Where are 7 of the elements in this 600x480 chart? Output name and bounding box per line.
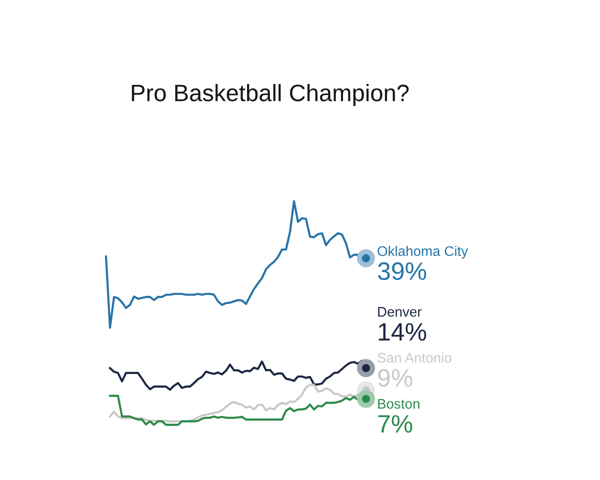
text: Denver [378, 307, 422, 317]
data-label: 39% [378, 262, 426, 280]
chart-title: Pro Basketball Champion? [132, 84, 409, 106]
series-label: Oklahoma City [378, 246, 468, 259]
data-label: 7% [378, 415, 412, 433]
data-label: 14% [378, 323, 426, 341]
series-label: Boston [378, 399, 420, 409]
